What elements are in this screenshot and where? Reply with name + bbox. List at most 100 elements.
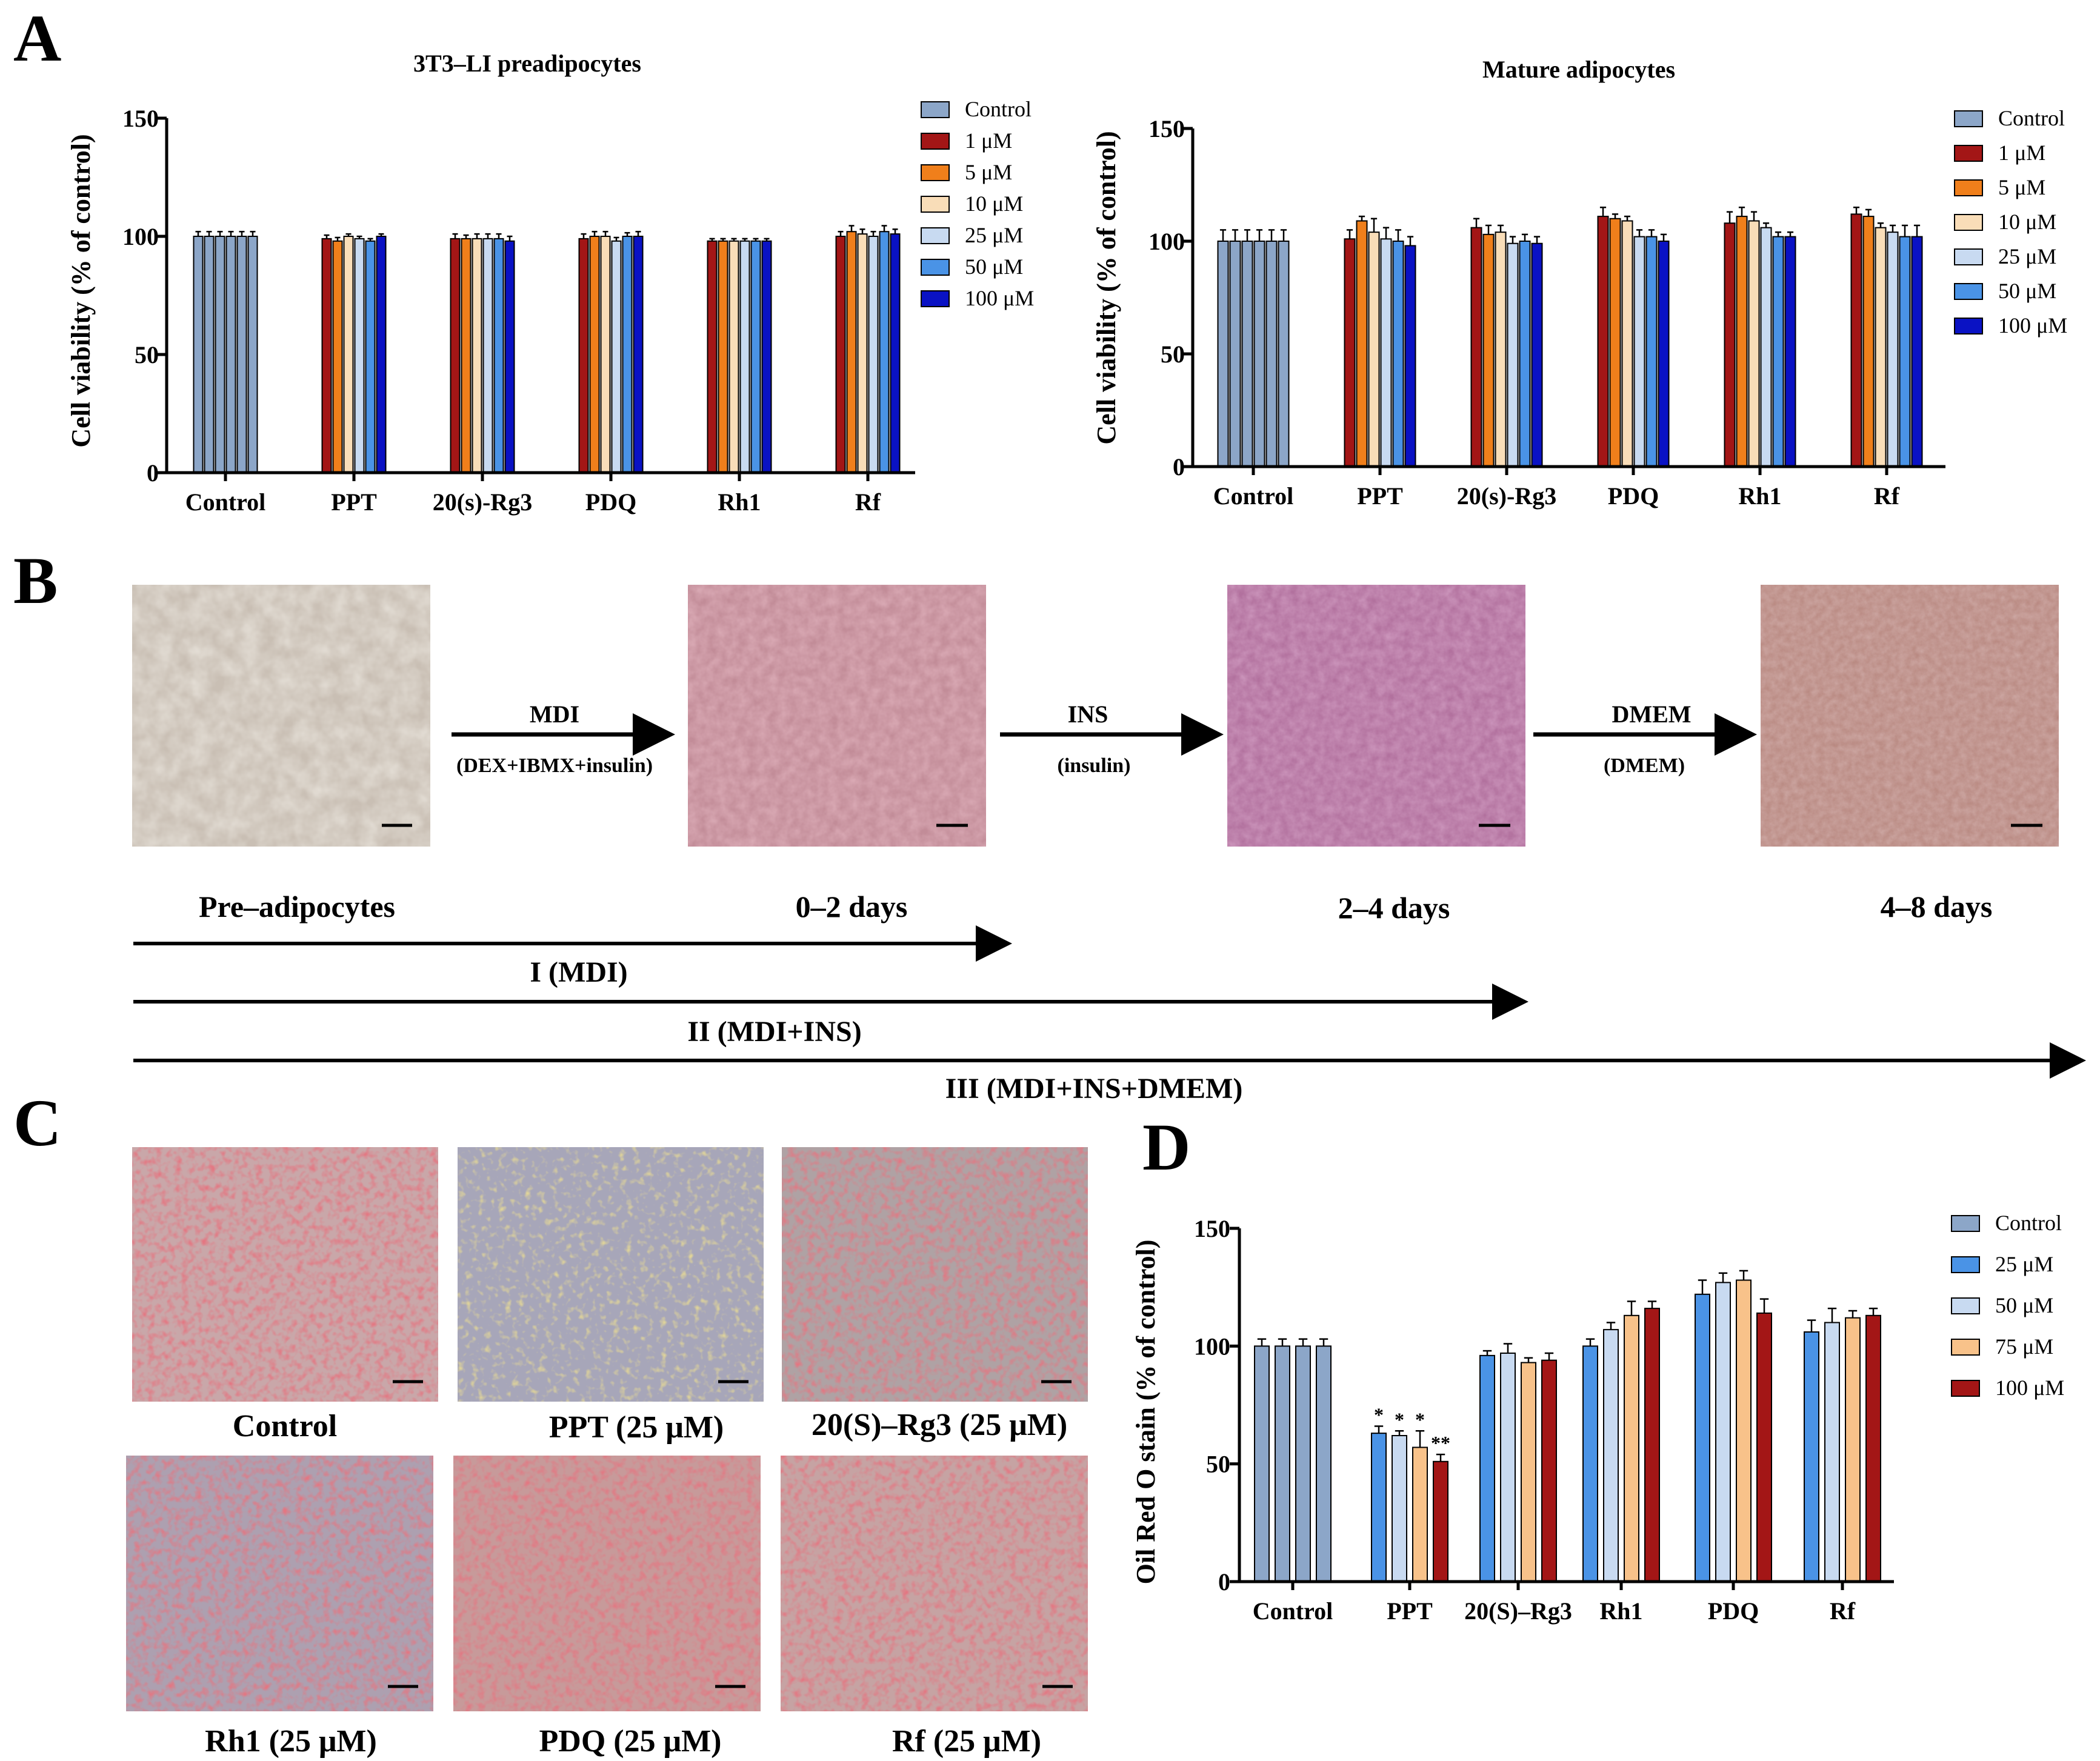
x-tick-label: Control — [1213, 482, 1294, 510]
legend: Control 1 μM 5 μM 10 μM 25 μM 50 μM 100 μM — [921, 97, 1034, 310]
bar — [1521, 1362, 1536, 1583]
legend-label: 75 μM — [1995, 1334, 2053, 1359]
bar — [1253, 241, 1265, 467]
micrograph-day-2-4 — [1227, 585, 1525, 847]
legend-label: 50 μM — [965, 255, 1023, 279]
chart-mature-adipocytes-viability: Mature adipocytes Cell viability (% of c… — [1092, 56, 2067, 510]
bar — [1507, 242, 1519, 467]
legend-label: Control — [965, 97, 1032, 121]
x-ticks: Control PPT 20(S)–Rg3 Rh1 PDQ Rf — [1253, 1582, 1856, 1625]
y-axis-label: Cell viability (% of control) — [1092, 131, 1121, 444]
bar — [204, 236, 215, 473]
chart-title: 3T3–LI preadipocytes — [413, 50, 641, 77]
bar — [1845, 1317, 1861, 1583]
y-tick-label: 50 — [1206, 1451, 1230, 1478]
bar — [1582, 1345, 1598, 1582]
bar — [472, 238, 482, 473]
legend-label: 25 μM — [1995, 1252, 2053, 1276]
x-tick-label: PDQ — [1708, 1597, 1759, 1625]
differentiation-micrographs — [132, 585, 2059, 847]
stage-label-day-0-2: 0–2 days — [796, 890, 908, 924]
legend-swatch — [1954, 283, 1983, 300]
legend-label: 5 μM — [965, 160, 1012, 184]
legend-swatch — [921, 259, 950, 276]
significance-marker: * — [1395, 1408, 1404, 1430]
bar — [1368, 231, 1380, 467]
legend-swatch — [1954, 318, 1983, 335]
legend-label: Control — [1998, 106, 2065, 130]
bar — [354, 238, 365, 473]
panel-letter-c: C — [13, 1086, 61, 1160]
bar — [718, 240, 728, 473]
bar — [611, 240, 622, 473]
caption-rg3: 20(S)–Rg3 (25 μM) — [812, 1408, 1067, 1442]
bar — [1621, 220, 1633, 467]
x-tick-label: 20(s)-Rg3 — [433, 488, 532, 516]
y-tick-label: 0 — [1173, 453, 1185, 481]
bar — [193, 236, 204, 473]
x-tick-label: Rf — [1830, 1597, 1856, 1625]
bars — [193, 225, 901, 473]
bar — [1862, 216, 1875, 467]
micrograph-preadipocytes — [132, 585, 430, 847]
x-tick-label: Rh1 — [1599, 1597, 1642, 1625]
panel-letter-b: B — [13, 544, 58, 618]
panel-letter-a: A — [13, 1, 61, 75]
bar — [761, 240, 772, 473]
x-tick-label: Control — [185, 488, 266, 516]
arrow-dmem-label: DMEM — [1612, 701, 1691, 728]
arrow-ins-sublabel: (insulin) — [1058, 754, 1131, 777]
legend: Control 25 μM 50 μM 75 μM 100 μM — [1951, 1211, 2064, 1400]
bar — [1278, 241, 1290, 467]
legend-label: 100 μM — [965, 286, 1034, 310]
significance-marker: ** — [1431, 1432, 1450, 1454]
legend-swatch — [921, 133, 950, 150]
caption-rh1: Rh1 (25 μM) — [205, 1724, 377, 1759]
bar — [1695, 1293, 1710, 1582]
bar — [493, 238, 504, 473]
y-axis-label: Cell viability (% of control) — [66, 134, 96, 447]
legend-swatch — [1954, 248, 1983, 265]
y-ticks: 0 50 100 150 — [122, 105, 167, 487]
legend-swatch — [921, 290, 950, 307]
bar — [1519, 241, 1531, 467]
caption-ppt: PPT (25 μM) — [549, 1410, 724, 1445]
micrograph-rf — [781, 1456, 1088, 1711]
bar — [1899, 236, 1911, 467]
y-tick-label: 0 — [1218, 1568, 1230, 1596]
legend-swatch — [1951, 1215, 1980, 1232]
x-tick-label: Rh1 — [1738, 482, 1781, 510]
bar — [835, 236, 846, 473]
significance-marker: * — [1374, 1403, 1384, 1425]
bar — [1715, 1282, 1731, 1582]
bar — [857, 233, 868, 473]
bar — [1609, 218, 1621, 467]
legend-swatch — [1954, 179, 1983, 196]
x-tick-label: Control — [1253, 1597, 1333, 1625]
micrograph-control — [132, 1147, 438, 1402]
bar — [1633, 236, 1645, 467]
y-axis-label: Oil Red O stain (% of control) — [1131, 1240, 1161, 1585]
phase-label-1: I (MDI) — [530, 956, 627, 988]
bar — [1531, 242, 1543, 467]
legend-swatch — [1951, 1339, 1980, 1356]
bar — [1265, 241, 1278, 467]
bar — [215, 236, 225, 473]
bar — [1875, 227, 1887, 467]
bar — [1541, 1359, 1557, 1582]
legend-label: 100 μM — [1998, 313, 2067, 338]
bar — [1275, 1345, 1290, 1582]
legend-label: 25 μM — [965, 223, 1023, 247]
legend-label: 10 μM — [965, 191, 1023, 216]
micrograph-day-0-2 — [688, 585, 986, 847]
bar — [1736, 216, 1748, 467]
y-ticks: 0 50 100 150 — [1148, 115, 1193, 481]
legend-label: 50 μM — [1998, 279, 2056, 303]
micrograph-rh1 — [126, 1456, 433, 1711]
bar — [376, 236, 387, 473]
phase-arrows: I (MDI) II (MDI+INS) III (MDI+INS+DMEM) — [133, 925, 2086, 1105]
bar — [1295, 1345, 1311, 1582]
legend-swatch — [921, 196, 950, 213]
legend-swatch — [1951, 1256, 1980, 1273]
bar — [1482, 233, 1495, 467]
